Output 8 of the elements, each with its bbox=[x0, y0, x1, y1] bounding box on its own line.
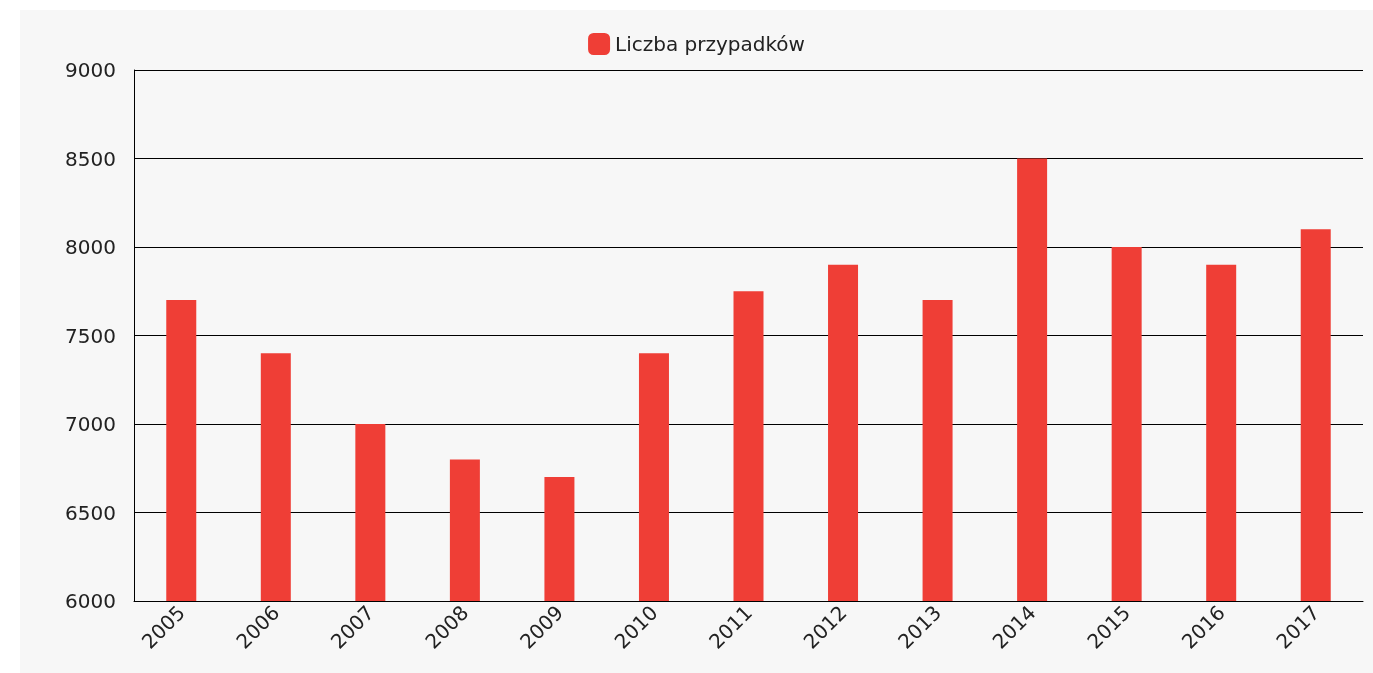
y-tick-label: 8000 bbox=[65, 235, 116, 259]
y-tick-label: 7500 bbox=[65, 323, 116, 348]
y-tick-label: 6500 bbox=[65, 500, 116, 525]
legend-label: Liczba przypadków bbox=[615, 32, 805, 56]
y-tick-label: 6000 bbox=[65, 589, 116, 613]
y-tick-label: 8500 bbox=[65, 146, 116, 171]
y-tick-label: 9000 bbox=[65, 58, 116, 82]
y-tick-label: 7000 bbox=[65, 412, 116, 436]
